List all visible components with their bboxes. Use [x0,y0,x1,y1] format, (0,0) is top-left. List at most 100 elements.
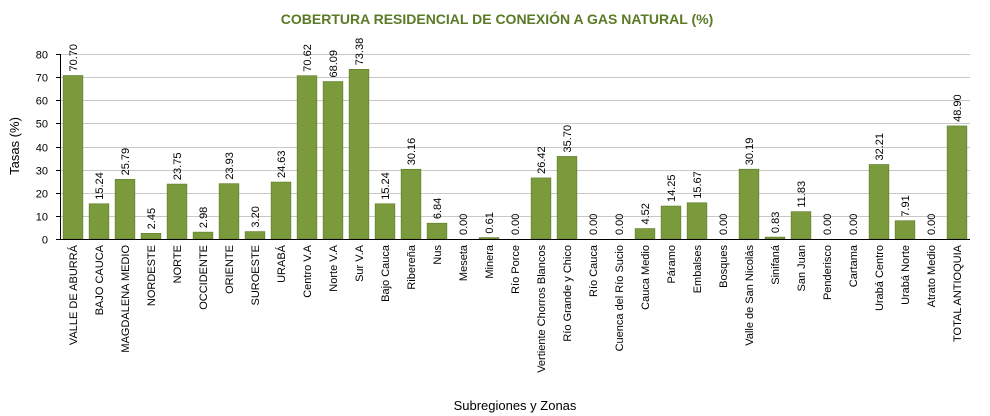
bar [686,202,708,240]
y-tick-label: 50 [36,119,48,131]
category-label: Valle de San Nicolás [744,245,756,346]
data-label: 30.19 [744,138,756,166]
data-label: 15.24 [380,172,392,200]
bar [556,156,578,240]
data-label: 0.00 [614,214,626,235]
data-label: 0.00 [588,214,600,235]
bar [530,177,552,240]
category-label: Páramo [666,245,678,284]
y-tick-label: 60 [36,96,48,108]
category-label: Sur V.A [354,244,366,282]
bar [634,228,656,240]
category-label: Bosques [718,245,730,288]
category-label: Urabá Norte [900,245,912,305]
data-label: 3.20 [250,206,262,227]
category-label: NORTE [172,245,184,283]
bar [270,181,292,240]
bar [764,236,786,240]
data-label: 4.52 [640,203,652,224]
bars [62,69,968,240]
bar [322,81,344,240]
category-label: Bajo Cauca [380,244,392,302]
category-label: TOTAL ANTIOQUIA [952,244,964,342]
category-label: Río Porce [510,245,522,294]
category-label: Río Cauca [588,244,600,297]
y-axis-label: Tasas (%) [7,117,22,175]
category-label: ORIENTE [224,245,236,294]
category-label: Minera [484,244,496,279]
bar [244,231,266,240]
bar [400,168,422,240]
data-label: 0.61 [484,212,496,233]
bar [894,220,916,240]
data-label: 0.00 [848,214,860,235]
bar [114,179,136,240]
gridlines [60,54,970,217]
category-label: Atrato Medio [926,245,938,307]
y-tick-label: 10 [36,212,48,224]
bar [738,168,760,240]
category-label: Cuenca del Río Sucio [614,245,626,351]
chart-title: COBERTURA RESIDENCIAL DE CONEXIÓN A GAS … [281,10,713,27]
data-label: 73.38 [354,38,366,66]
category-label: MAGDALENA MEDIO [120,245,132,353]
category-label: OCCIDENTE [198,245,210,310]
y-tick-label: 70 [36,73,48,85]
bar [192,231,214,240]
category-label: Cartama [848,244,860,287]
data-label: 0.00 [510,214,522,235]
data-label: 23.93 [224,152,236,180]
bar [140,233,162,240]
data-label: 35.70 [562,125,574,153]
category-label: Norte V.A [328,244,340,291]
category-labels: VALLE DE ABURRÁ BAJO CAUCA MAGDALENA MEDIO… [67,244,964,373]
bar [166,183,188,240]
data-label: 0.83 [770,212,782,233]
y-tick-label: 20 [36,189,48,201]
y-axis-ticks: 0 10 20 30 40 50 60 70 80 [36,50,60,247]
data-label: 70.62 [302,44,314,72]
bar [218,183,240,240]
data-label: 15.67 [692,171,704,199]
category-label: NORDESTE [146,245,158,306]
y-tick-label: 40 [36,143,48,155]
category-label: URABÁ [275,244,288,283]
data-label: 25.79 [120,148,132,176]
data-label: 7.91 [900,195,912,216]
category-label: Río Grande y Chico [562,245,574,342]
category-label: Sinifaná [770,244,782,285]
data-label: 0.00 [458,214,470,235]
bar [374,203,396,240]
category-label: Centro V.A [302,244,314,297]
data-label: 26.42 [536,146,548,174]
data-label: 0.00 [926,214,938,235]
data-label: 15.24 [94,172,106,200]
bar [790,211,812,240]
category-label: SUROESTE [250,245,262,306]
bar [426,222,448,240]
data-labels: 70.70 15.24 25.79 2.45 23.75 2.98 23.93 3.20 24.… [68,38,964,235]
category-label: BAJO CAUCA [94,244,106,315]
category-label: Ribereña [406,244,418,290]
y-tick-label: 0 [42,235,48,247]
category-label: Cauca Medio [640,245,652,310]
data-label: 14.25 [666,175,678,203]
category-label: Embalses [692,245,704,294]
data-label: 2.45 [146,208,158,229]
data-label: 6.84 [432,198,444,219]
bar [348,69,370,240]
bar [296,75,318,240]
data-label: 2.98 [198,207,210,228]
category-label: Meseta [458,244,470,281]
y-tick-label: 30 [36,166,48,178]
category-label: VALLE DE ABURRÁ [67,244,80,345]
category-label: Penderisco [822,245,834,300]
data-label: 68.09 [328,50,340,78]
data-label: 30.16 [406,138,418,166]
data-label: 48.90 [952,94,964,122]
category-label: San Juan [796,245,808,291]
bar [868,164,890,240]
bar [946,125,968,240]
bar [88,203,110,240]
